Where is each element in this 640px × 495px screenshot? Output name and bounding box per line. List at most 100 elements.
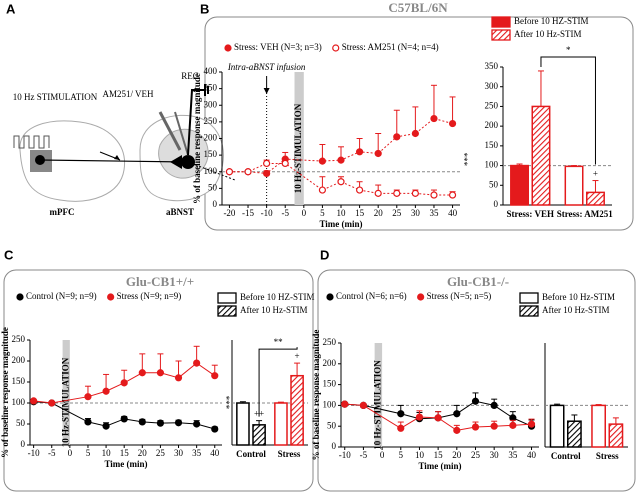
data-point: [415, 413, 424, 421]
data-point: [430, 114, 438, 123]
x-tick-label: 10: [415, 450, 425, 460]
x-tick-label: 30: [490, 450, 500, 460]
y-tick-label: 150: [12, 376, 26, 386]
data-point: [471, 423, 480, 431]
infusion-label: Intra-aBNST infusion: [227, 62, 306, 72]
x-tick-label: Stress: [278, 449, 301, 459]
x-tick-label: 40: [210, 448, 220, 458]
data-point: [411, 189, 419, 197]
x-tick-label: 5: [86, 448, 91, 458]
legend-marker: [326, 293, 334, 301]
data-point: [430, 191, 438, 199]
data-point: [120, 415, 128, 423]
x-tick-label: 0: [68, 448, 73, 458]
y-tick-label: 200: [12, 355, 26, 365]
legend-swatch: [491, 16, 511, 28]
bar: [510, 164, 529, 206]
x-tick-label: 20: [374, 208, 384, 218]
y-tick-label: 350: [204, 83, 218, 93]
stimulation-band: [374, 343, 383, 447]
data-point: [211, 372, 219, 380]
data-point: [102, 422, 110, 430]
x-tick-label: Control: [236, 449, 266, 459]
data-point: [156, 419, 165, 427]
x-tick-label: Stress: AM251: [557, 209, 614, 219]
bar: [549, 404, 565, 448]
stimulation-label: 10 Hz-STIMULATION: [60, 357, 70, 447]
y-axis-label: % of baseline response magnitude: [192, 73, 202, 204]
data-point: [411, 129, 419, 138]
y-tick-label: 50: [208, 182, 218, 192]
legend-label: Before 10 HZ-STIM: [514, 16, 588, 26]
y-tick-label: 0: [332, 441, 337, 451]
projection: [187, 161, 236, 181]
y-tick-label: 200: [204, 133, 218, 143]
y-tick-label: 50: [327, 420, 337, 430]
y-tick-label: 250: [323, 337, 337, 347]
significance: ***: [459, 153, 469, 167]
data-point: [211, 425, 219, 433]
bar: [564, 165, 584, 206]
data-point: [281, 159, 289, 168]
x-tick-label: 5: [399, 450, 404, 460]
data-point: [120, 379, 128, 387]
legend-swatch: [491, 29, 511, 41]
infusion-arrow-head: [263, 88, 270, 94]
x-tick-label: 25: [471, 450, 481, 460]
legend-swatch: [217, 305, 237, 317]
chart-title: Glu-CB1-/-: [447, 274, 509, 289]
stimulation-label: 10 Hz-STIMULATION: [293, 103, 303, 193]
x-tick-label: 25: [392, 208, 402, 218]
legend-marker: [16, 293, 24, 301]
x-tick-label: -5: [281, 208, 289, 218]
x-tick-label: 15: [434, 450, 444, 460]
x-tick-label: -20: [223, 208, 235, 218]
x-tick-label: 20: [452, 450, 462, 460]
y-tick-label: 50: [16, 418, 26, 428]
data-point: [337, 156, 345, 164]
data-point: [355, 148, 364, 156]
series-line: [229, 118, 453, 174]
stimulation-band: [294, 72, 304, 205]
y-tick-label: 100: [204, 166, 218, 176]
x-tick-label: -15: [242, 208, 254, 218]
data-point: [490, 422, 498, 430]
bar: [274, 402, 288, 446]
panel-box: [317, 269, 636, 492]
panel-label: C: [4, 247, 14, 262]
data-point: [102, 387, 110, 395]
bar: [290, 374, 304, 446]
stimulation-band: [62, 340, 70, 445]
chart-title: C57BL/6N: [388, 0, 448, 15]
data-point: [30, 397, 38, 405]
bar-note: +: [295, 351, 300, 361]
legend-label: Before 10 HZ-STIM: [240, 292, 314, 302]
bar-note: +: [593, 169, 598, 179]
x-tick-label: 30: [411, 208, 421, 218]
y-tick-label: 100: [323, 399, 337, 409]
series-line: [344, 403, 532, 431]
x-tick-label: 35: [508, 450, 518, 460]
projection: [39, 159, 189, 163]
legend-swatch: [519, 305, 539, 317]
significance-bracket: [258, 347, 298, 417]
data-point: [156, 369, 165, 377]
legend-label: After 10 Hz-STIM: [240, 305, 307, 315]
panel-label: B: [200, 1, 209, 16]
x-tick-label: -10: [261, 208, 273, 218]
y-tick-label: 250: [485, 100, 499, 110]
arrow-head: [114, 155, 120, 160]
data-point: [471, 397, 480, 405]
y-tick-label: 0: [494, 199, 499, 209]
x-tick-label: -10: [28, 448, 40, 458]
legend-label: Control (N=6; n=6): [336, 291, 407, 301]
y-tick-label: 150: [485, 140, 499, 150]
x-tick-label: Stress: VEH: [507, 209, 554, 219]
bar: [252, 424, 266, 446]
bar: [608, 423, 624, 448]
y-tick-label: 150: [323, 379, 337, 389]
x-tick-label: 10: [102, 448, 112, 458]
x-tick-label: 40: [448, 208, 458, 218]
brain-section: [19, 120, 126, 202]
